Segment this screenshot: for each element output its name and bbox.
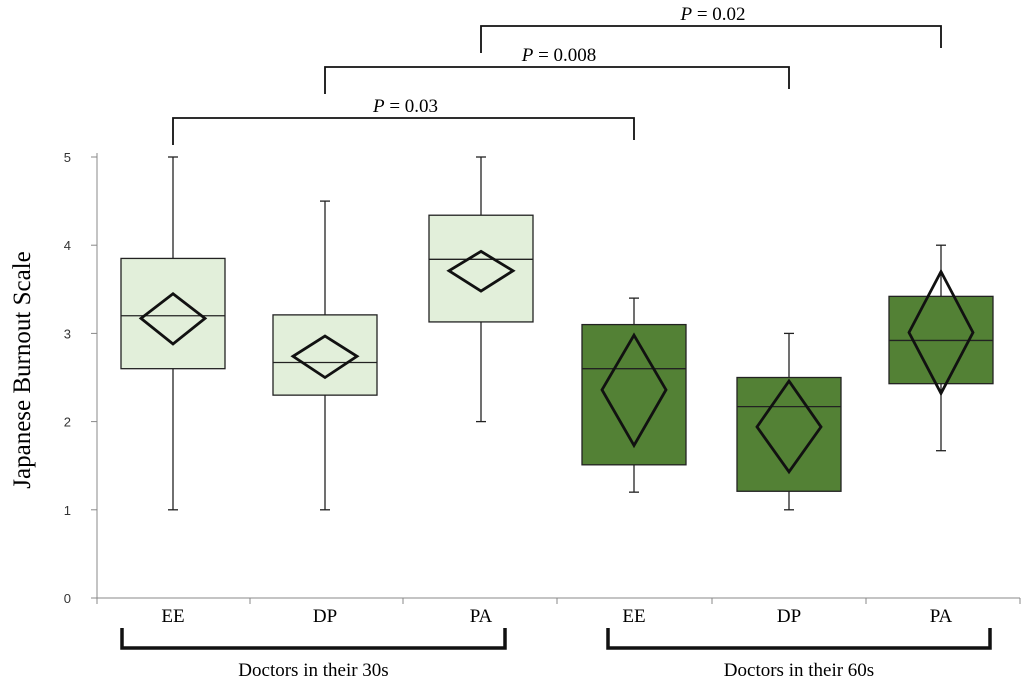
box-pa-60s: PA <box>888 244 994 627</box>
comparison-bracket: P = 0.02 <box>480 4 942 53</box>
category-label: DP <box>777 606 801 627</box>
bracket-line <box>172 117 635 145</box>
y-tick-label: 2 <box>64 415 71 430</box>
p-symbol: P <box>679 4 692 25</box>
box-dp-30s: DP <box>272 200 378 627</box>
mean-diamond <box>755 378 823 475</box>
p-value: = 0.02 <box>692 4 745 25</box>
bracket-line <box>324 66 790 94</box>
box-iqr <box>272 314 378 396</box>
box-dp-60s: DP <box>736 332 842 627</box>
comparison-bracket: P = 0.03 <box>172 96 635 145</box>
p-symbol: P <box>372 96 385 117</box>
mean-diamond <box>446 249 516 293</box>
axes: 0 1 2 3 4 5 <box>64 150 1021 606</box>
p-value-label: P = 0.008 <box>521 45 597 66</box>
category-label: PA <box>470 606 493 627</box>
p-value: = 0.008 <box>533 45 596 66</box>
group-bracket <box>606 628 992 650</box>
mean-diamond <box>138 291 208 346</box>
mean-diamond <box>907 268 975 397</box>
box-iqr <box>120 257 226 370</box>
box-ee-60s: EE <box>581 297 687 627</box>
box-iqr <box>428 214 534 323</box>
boxes: EE DP PA EE DP PA <box>120 156 994 627</box>
p-value-label: P = 0.03 <box>372 96 438 117</box>
p-value-label: P = 0.02 <box>679 4 745 25</box>
category-label: PA <box>930 606 953 627</box>
group-30s: Doctors in their 30s <box>120 628 507 681</box>
y-tick-label: 4 <box>64 238 71 253</box>
category-label: DP <box>313 606 337 627</box>
mean-diamond <box>290 334 360 380</box>
bracket-line <box>480 25 942 53</box>
y-tick-label: 5 <box>64 150 71 165</box>
mean-diamond <box>600 332 668 449</box>
group-label: Doctors in their 60s <box>724 660 874 681</box>
box-ee-30s: EE <box>120 156 226 627</box>
comparison-bracket: P = 0.008 <box>324 45 790 94</box>
group-60s: Doctors in their 60s <box>606 628 992 681</box>
y-tick-label: 1 <box>64 503 71 518</box>
group-bracket <box>120 628 507 650</box>
category-label: EE <box>161 606 184 627</box>
p-symbol: P <box>521 45 534 66</box>
y-axis-title: Japanese Burnout Scale <box>9 251 36 488</box>
category-label: EE <box>622 606 645 627</box>
group-label: Doctors in their 30s <box>238 660 388 681</box>
box-iqr <box>581 323 687 466</box>
p-value: = 0.03 <box>385 96 438 117</box>
group-labels: Doctors in their 30s Doctors in their 60s <box>120 628 992 681</box>
box-pa-30s: PA <box>428 156 534 627</box>
y-tick-label: 0 <box>64 591 71 606</box>
y-tick-label: 3 <box>64 326 71 341</box>
